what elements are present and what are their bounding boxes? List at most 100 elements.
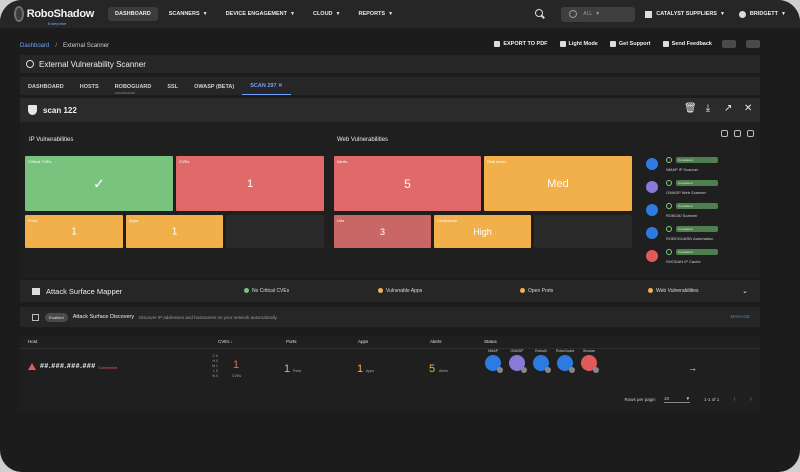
scan-title: scan 122 <box>43 105 77 115</box>
cves-sub: CVEs <box>232 374 241 378</box>
host-ip: ##.###.###.### <box>40 363 96 370</box>
cves-count: 1 <box>233 359 240 371</box>
nav-device-engagement[interactable]: DEVICE ENGAGEMENT ▼ <box>225 11 295 17</box>
search-icon[interactable] <box>533 7 547 21</box>
page-range: 1-1 of 1 <box>704 397 720 402</box>
attack-surface-mapper[interactable]: Attack Surface Mapper No Critical CVEs V… <box>20 280 760 302</box>
arrow-right-icon[interactable]: → <box>688 363 697 373</box>
more-button[interactable] <box>746 40 760 48</box>
col-cves[interactable]: CVEs ↓ <box>218 339 234 344</box>
shield-icon <box>28 105 37 115</box>
tab-scan-297[interactable]: SCAN 297 ✕ <box>242 83 291 95</box>
export-pdf-button[interactable]: EXPORT TO PDF <box>494 41 548 47</box>
asm-vulnerable-apps: Vulnerable Apps <box>378 288 422 294</box>
prev-page-icon[interactable]: ‹ <box>733 396 736 403</box>
alerts-tile[interactable]: Alerts 5 <box>334 156 481 211</box>
pagination: Rows per page: 10 ▼ 1-1 of 1 ‹ › <box>625 396 752 403</box>
risk-level-tile[interactable]: Risk Level Med <box>484 156 632 211</box>
manage-button[interactable]: MANAGE <box>730 314 750 319</box>
status-owasp: OWASP <box>508 349 527 373</box>
col-apps[interactable]: Apps <box>358 339 369 344</box>
col-alerts[interactable]: Alerts <box>430 339 442 344</box>
tab-hosts[interactable]: HOSTS <box>79 84 99 90</box>
nav-cloud[interactable]: CLOUD ▼ <box>312 11 341 17</box>
caret-down-icon: ▼ <box>685 396 691 401</box>
tab-owasp[interactable]: OWASP (BETA) <box>194 84 235 90</box>
col-status[interactable]: Status <box>484 339 497 344</box>
nmap-icon <box>485 355 503 373</box>
delete-icon[interactable]: 🗑 <box>684 103 697 114</box>
apps-count: 1 <box>357 363 364 375</box>
scanner-icon <box>26 60 34 68</box>
chevron-down-icon[interactable]: ⌄ <box>742 288 748 295</box>
breadcrumb: Dashboard / External Scanner EXPORT TO P… <box>20 40 760 52</box>
ports-sub: Ports <box>293 369 302 373</box>
roboguard-icon <box>557 355 575 373</box>
col-host[interactable]: Host <box>28 339 38 344</box>
user-icon <box>738 10 746 18</box>
collapse-button[interactable] <box>722 40 736 48</box>
check-circle-icon <box>666 203 672 209</box>
page-title-bar: External Vulnerability Scanner <box>20 55 760 73</box>
map-icon <box>32 287 40 295</box>
check-circle-icon <box>666 157 672 163</box>
mail-icon[interactable] <box>747 130 754 137</box>
next-page-icon[interactable]: › <box>749 396 752 403</box>
scope-select[interactable]: ALL ▼ <box>561 6 636 22</box>
nav-dashboard[interactable]: DASHBOARD <box>108 7 158 21</box>
status-badge: Completed <box>676 157 718 163</box>
get-support-button[interactable]: Get Support <box>609 41 651 47</box>
page-actions: EXPORT TO PDF Light Mode Get Support Sen… <box>482 40 760 48</box>
nav-scanners[interactable]: SCANNERS ▼ <box>168 11 208 17</box>
timer-icon[interactable] <box>721 130 728 137</box>
org-selector[interactable]: CATALYST SUPPLIERS ▼ <box>645 10 725 18</box>
tab-roboguard[interactable]: ROBOGUARD CONTINUOUS <box>114 84 152 95</box>
check-icon <box>569 367 575 373</box>
warning-icon <box>648 288 653 293</box>
user-menu[interactable]: BRIDGETT ▼ <box>738 10 786 18</box>
ip-vulnerabilities-title: IP Vulnerabilities <box>29 137 74 143</box>
critical-cves-tile[interactable]: Critical CVEs ✓ <box>25 156 173 211</box>
discovery-toggle[interactable]: Enabled <box>45 312 68 322</box>
sun-icon <box>559 41 566 47</box>
urls-tile[interactable]: Urls 3 <box>334 215 431 248</box>
logo[interactable]: RoboShadow Enterprise <box>14 6 94 26</box>
nav-reports[interactable]: REPORTS ▼ <box>358 11 394 17</box>
tab-dashboard[interactable]: DASHBOARD <box>28 84 64 90</box>
breadcrumb-dashboard[interactable]: Dashboard <box>20 43 50 49</box>
scan-summary: IP Vulnerabilities Web Vulnerabilities C… <box>20 122 760 278</box>
download-icon[interactable]: ⤓ <box>705 103 711 114</box>
cves-tile[interactable]: CVEs 1 <box>176 156 324 211</box>
empty-tile <box>534 215 632 248</box>
logo-subtitle: Enterprise <box>48 21 67 26</box>
warning-icon <box>378 288 383 293</box>
logo-icon <box>14 6 24 22</box>
rows-per-page-select[interactable]: 10 ▼ <box>664 396 691 403</box>
send-feedback-button[interactable]: Send Feedback <box>662 41 712 47</box>
check-circle-icon <box>666 249 672 255</box>
tab-ssl[interactable]: SSL <box>167 84 179 90</box>
check-icon <box>593 367 599 373</box>
owasp-icon <box>646 181 658 193</box>
building-icon <box>645 10 653 18</box>
confidence-tile[interactable]: Confidence High <box>434 215 531 248</box>
status-nmap: NMAP <box>484 349 503 373</box>
hosts-table: Host CVEs ↓ Ports Apps Alerts Status ##.… <box>20 336 760 411</box>
col-ports[interactable]: Ports <box>286 339 297 344</box>
light-mode-button[interactable]: Light Mode <box>559 41 598 47</box>
check-icon <box>545 367 551 373</box>
ports-tile[interactable]: Ports 1 <box>25 215 123 248</box>
caret-down-icon: ▼ <box>388 11 394 17</box>
image-icon[interactable] <box>734 130 741 137</box>
share-icon[interactable]: ↗ <box>724 103 733 114</box>
asm-web-vulnerabilities: Web Vulnerabilities <box>648 288 699 294</box>
close-icon[interactable]: ✕ <box>744 103 753 114</box>
view-toggle <box>715 130 754 137</box>
check-circle-icon <box>666 226 672 232</box>
apps-tile[interactable]: Apps 1 <box>126 215 223 248</box>
roboai-icon <box>533 355 551 373</box>
close-tab-icon[interactable]: ✕ <box>278 83 283 89</box>
attack-surface-discovery: Enabled Attack Surface Discovery Discove… <box>20 307 760 327</box>
